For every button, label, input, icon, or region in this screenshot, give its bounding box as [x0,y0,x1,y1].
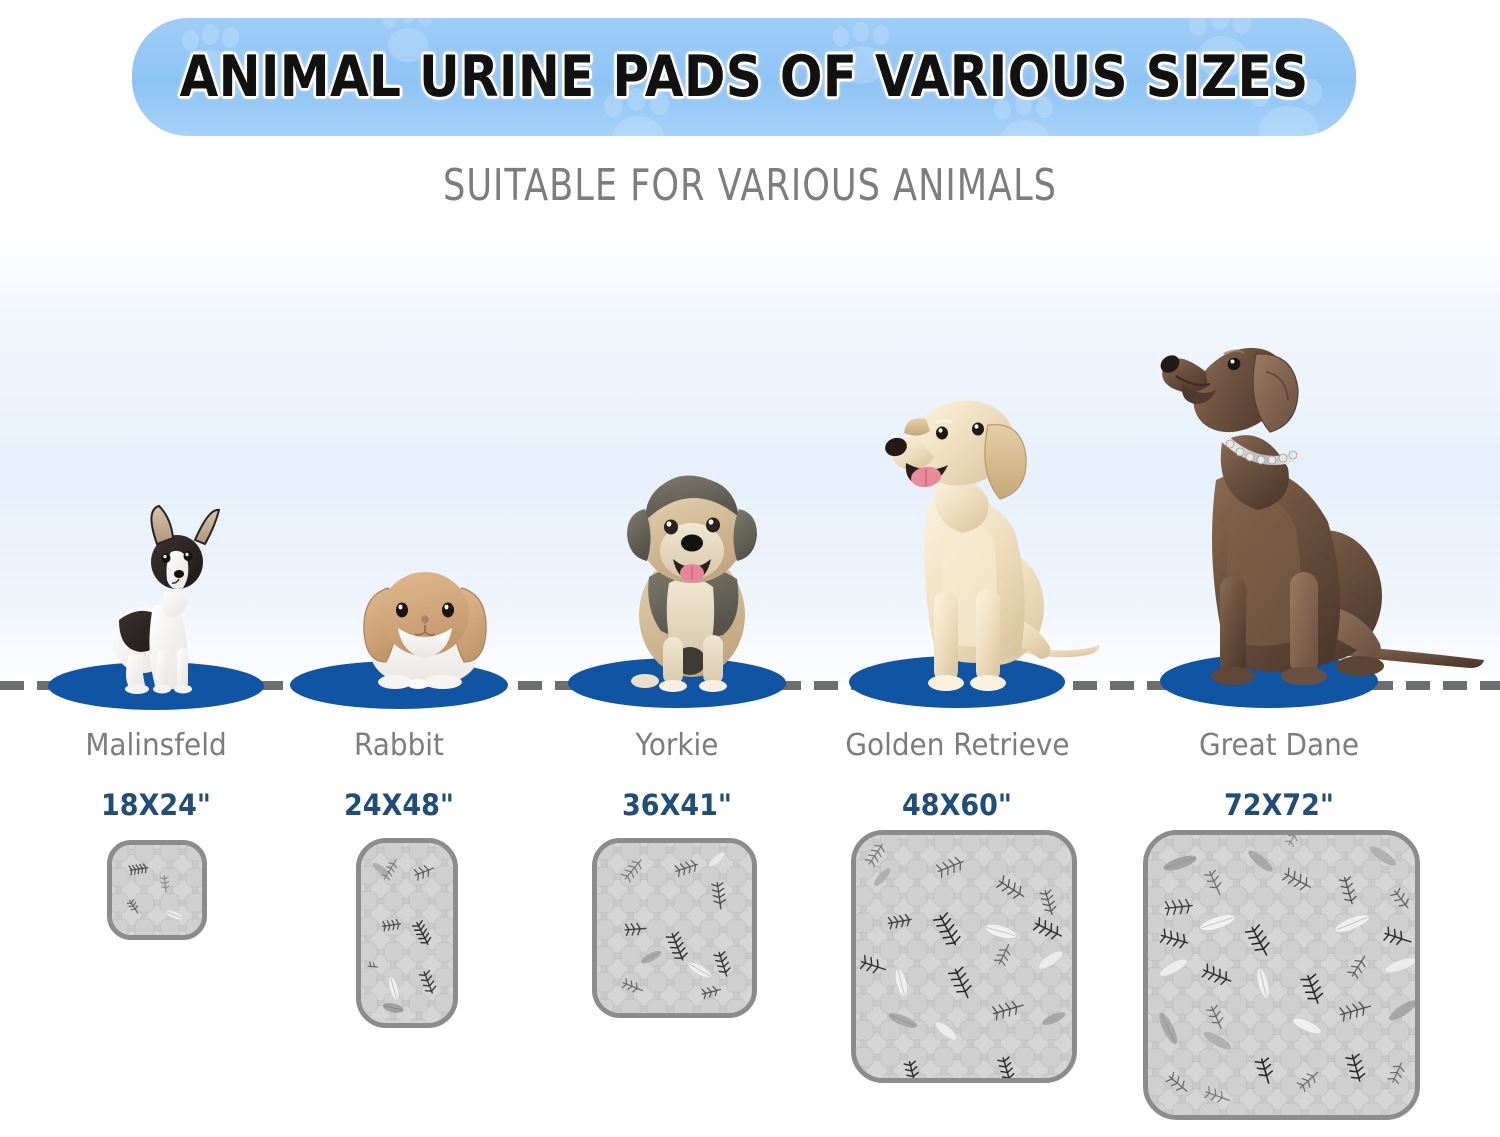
pad-swatch[interactable] [356,838,458,1028]
title-banner: ANIMAL URINE PADS OF VARIOUS SIZES [132,18,1356,136]
animal-name-label: Golden Retrieve [845,728,1070,763]
pad-size-label: 48X60" [902,788,1012,822]
paw-print-icon [382,18,442,66]
pad-swatch[interactable] [592,838,757,1018]
paw-print-icon [832,22,898,86]
paw-print-icon [602,88,682,136]
page-subtitle: SUITABLE FOR VARIOUS ANIMALS [443,160,1057,211]
pad-size-label: 24X48" [344,788,454,822]
pad-size-label: 72X72" [1224,788,1334,822]
pad-size-label: 36X41" [622,788,732,822]
paw-print-icon [992,94,1064,136]
animal-name-label: Malinsfeld [85,728,227,763]
animal-name-label: Rabbit [353,728,444,763]
lop-eared-rabbit-icon [340,562,510,690]
paw-print-icon [180,24,250,94]
great-dane-icon [1160,328,1490,696]
pad-size-label: 18X24" [101,788,211,822]
golden-retriever-icon [870,385,1110,695]
yorkie-terrier-icon [605,465,780,695]
small-dog-chihuahua-icon [95,500,245,695]
pad-swatch[interactable] [107,840,207,940]
animal-name-label: Great Dane [1199,728,1359,763]
pad-swatch[interactable] [1143,830,1420,1120]
animal-name-label: Yorkie [635,728,719,763]
page-title: ANIMAL URINE PADS OF VARIOUS SIZES [179,44,1309,110]
paw-print-icon [1187,18,1263,80]
pad-swatch[interactable] [851,830,1077,1083]
paw-print-icon [1247,74,1337,136]
